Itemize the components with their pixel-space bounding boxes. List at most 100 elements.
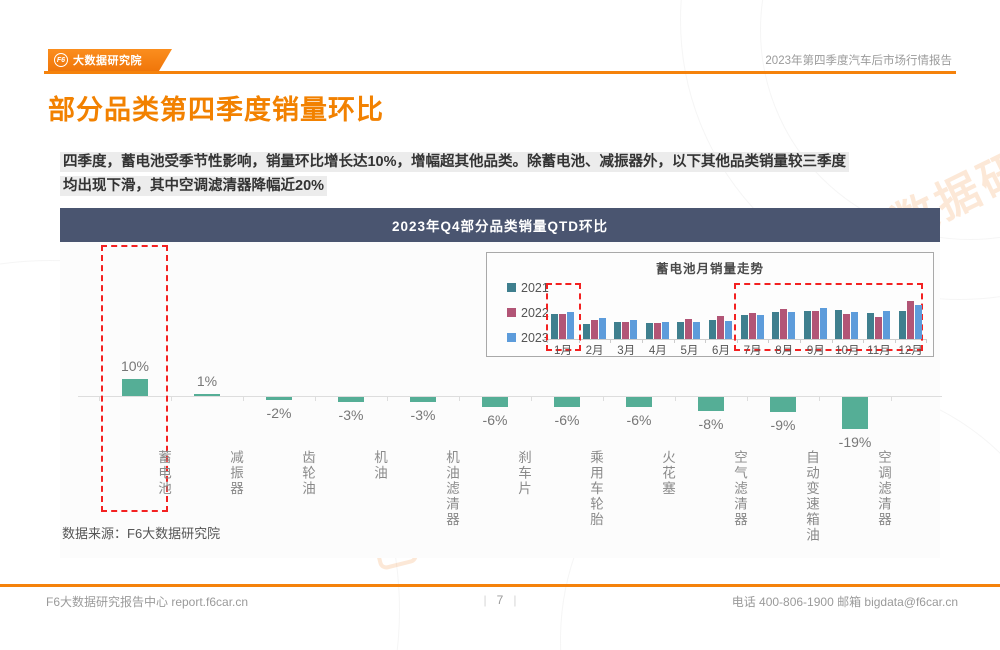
inset-bar-2022-8月 bbox=[780, 309, 788, 339]
footer-contact-text: 电话 400-806-1900 邮箱 bigdata@f6car.cn bbox=[731, 595, 958, 609]
inset-bar-2022-4月 bbox=[653, 323, 661, 339]
main-chart-column: -2% 齿轮油 bbox=[243, 208, 315, 558]
bar-value-label: -6% bbox=[554, 412, 580, 428]
category-label: 减振器 bbox=[228, 450, 243, 497]
month-label: 1月 bbox=[554, 345, 572, 357]
main-chart-column: -8% 空气滤清器 bbox=[675, 208, 747, 558]
inset-bar-2022-11月 bbox=[875, 317, 882, 339]
inset-bar-2022-2月 bbox=[590, 320, 598, 339]
inset-axis-tick bbox=[926, 340, 928, 343]
legend-label: 2021 bbox=[521, 280, 549, 295]
bar-value-label: -8% bbox=[698, 416, 724, 432]
axis-tick bbox=[459, 397, 460, 401]
chart-card: 2023年Q4部分品类销量QTD环比 10% 蓄电池 1% 减振器 -2% 齿轮油 -3% 机… bbox=[60, 208, 942, 558]
highlight-box-january bbox=[546, 283, 581, 351]
axis-tick bbox=[99, 397, 100, 401]
bar-自动变速箱油 bbox=[770, 397, 796, 412]
legend-item-2022: 2022 bbox=[507, 300, 549, 325]
bar-value-label: -3% bbox=[338, 407, 364, 423]
summary-line-2: 均出现下滑，其中空调滤清器降幅近20% bbox=[60, 176, 328, 196]
axis-tick bbox=[531, 397, 532, 401]
bar-蓄电池 bbox=[122, 379, 148, 396]
inset-bar-2023-8月 bbox=[788, 312, 796, 339]
inset-axis-tick bbox=[673, 340, 675, 343]
inset-bar-2021-6月 bbox=[709, 320, 716, 339]
inset-bar-2023-3月 bbox=[630, 320, 638, 339]
axis-tick bbox=[171, 397, 172, 401]
summary-text: 四季度，蓄电池受季节性影响，销量环比增长达10%，增幅超其他品类。除蓄电池、减振… bbox=[60, 150, 950, 198]
category-label: 乘用车轮胎 bbox=[588, 450, 603, 528]
axis-tick bbox=[243, 397, 244, 401]
bar-value-label: -6% bbox=[482, 412, 508, 428]
bar-value-label: 1% bbox=[196, 373, 218, 389]
bar-value-label: -6% bbox=[626, 412, 652, 428]
footer-divider bbox=[0, 584, 1000, 587]
inset-bar-2023-6月 bbox=[725, 321, 732, 339]
legend-swatch bbox=[507, 283, 516, 292]
month-label: 9月 bbox=[806, 345, 825, 357]
f6-logo-icon: F6 bbox=[54, 53, 68, 67]
inset-axis-tick bbox=[831, 340, 833, 343]
inset-bar-2021-10月 bbox=[835, 310, 843, 339]
legend-swatch bbox=[507, 333, 516, 342]
inset-bar-2022-7月 bbox=[748, 313, 756, 339]
month-label: 12月 bbox=[898, 345, 923, 357]
inset-bar-2023-11月 bbox=[883, 311, 890, 339]
page-number-separator: | bbox=[483, 593, 487, 607]
inset-bar-2023-4月 bbox=[661, 322, 669, 339]
legend-item-2021: 2021 bbox=[507, 275, 549, 300]
inset-bar-2022-1月 bbox=[559, 314, 566, 339]
inset-bar-2023-1月 bbox=[567, 312, 574, 339]
main-chart-axis bbox=[78, 396, 942, 397]
inset-bar-2021-8月 bbox=[772, 312, 780, 339]
page-title: 部分品类第四季度销量环比 bbox=[48, 95, 384, 125]
category-label: 空调滤清器 bbox=[876, 450, 891, 528]
inset-bar-2021-4月 bbox=[645, 323, 653, 339]
inset-bar-2023-5月 bbox=[693, 322, 701, 339]
inset-axis-tick bbox=[610, 340, 612, 343]
bar-value-label: -9% bbox=[770, 417, 796, 433]
chart-title-bar: 2023年Q4部分品类销量QTD环比 bbox=[60, 208, 940, 242]
category-label: 刹车片 bbox=[516, 450, 531, 497]
legend-label: 2023 bbox=[521, 330, 549, 345]
category-label: 火花塞 bbox=[660, 450, 675, 497]
main-chart-column: 10% 蓄电池 bbox=[99, 208, 171, 558]
main-chart-column: -3% 机油滤清器 bbox=[387, 208, 459, 558]
bar-value-label: -2% bbox=[266, 405, 292, 421]
category-label: 空气滤清器 bbox=[732, 450, 747, 528]
main-chart-column: 1% 减振器 bbox=[171, 208, 243, 558]
brand-logo: F6 大数据研究院 bbox=[48, 49, 172, 71]
month-label: 5月 bbox=[680, 345, 699, 357]
inset-axis-tick bbox=[705, 340, 707, 343]
footer-left-text: F6大数据研究报告中心 report.f6car.cn bbox=[46, 595, 249, 609]
inset-chart: 蓄电池月销量走势 2021 2022 2023 1月 2月 3月 4月 5月 6月 7月 8月 9月… bbox=[486, 252, 934, 357]
main-chart-column: -19% 空调滤清器 bbox=[819, 208, 891, 558]
bar-齿轮油 bbox=[266, 397, 292, 400]
inset-axis-tick bbox=[736, 340, 738, 343]
bar-减振器 bbox=[194, 394, 220, 396]
month-label: 7月 bbox=[743, 345, 762, 357]
bar-火花塞 bbox=[626, 397, 652, 407]
axis-tick bbox=[891, 397, 892, 401]
main-chart-column: -6% 火花塞 bbox=[603, 208, 675, 558]
inset-axis-tick bbox=[863, 340, 865, 343]
inset-bar-2021-9月 bbox=[803, 311, 811, 339]
inset-bar-2022-6月 bbox=[717, 316, 724, 339]
inset-bar-2022-10月 bbox=[843, 314, 851, 339]
bar-空调滤清器 bbox=[842, 397, 868, 429]
main-chart-column: -6% 乘用车轮胎 bbox=[531, 208, 603, 558]
category-label: 自动变速箱油 bbox=[804, 450, 819, 543]
month-label: 11月 bbox=[867, 345, 891, 357]
axis-tick bbox=[315, 397, 316, 401]
brand-name: 大数据研究院 bbox=[73, 55, 142, 67]
data-source-note: 数据来源：F6大数据研究院 bbox=[62, 526, 221, 541]
inset-bar-2021-11月 bbox=[867, 313, 874, 339]
main-chart-column: -3% 机油 bbox=[315, 208, 387, 558]
bar-机油滤清器 bbox=[410, 397, 436, 402]
month-label: 6月 bbox=[712, 345, 730, 357]
bar-空气滤清器 bbox=[698, 397, 724, 411]
inset-bar-2021-3月 bbox=[614, 322, 622, 339]
legend-item-2023: 2023 bbox=[507, 325, 549, 350]
month-label: 3月 bbox=[617, 345, 636, 357]
inset-bar-2022-9月 bbox=[811, 311, 819, 339]
